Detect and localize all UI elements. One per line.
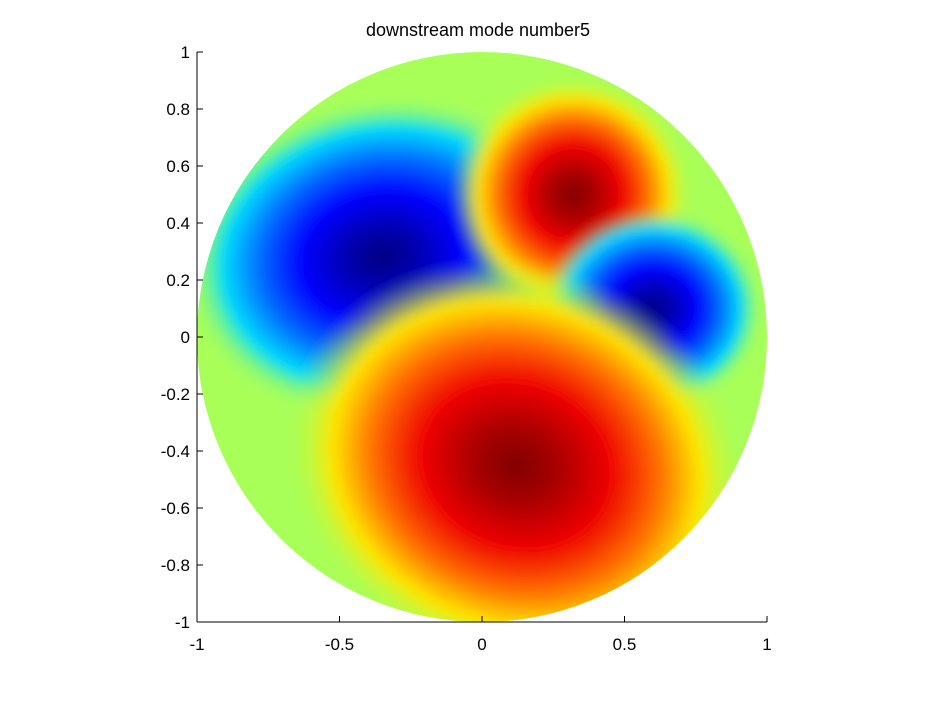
x-axis-ticks: -1 -0.5 0 0.5 1 — [189, 616, 772, 654]
x-tick-label: 0.5 — [613, 635, 637, 654]
x-tick-label: 0 — [477, 635, 486, 654]
maximum-region-4 — [285, 260, 748, 622]
y-tick-label: -1 — [175, 613, 190, 632]
chart-title: downstream mode number5 — [366, 20, 590, 40]
y-tick-label: -0.8 — [161, 556, 190, 575]
x-tick-label: -0.5 — [325, 635, 354, 654]
y-tick-label: 0.2 — [166, 271, 190, 290]
y-tick-label: 0.6 — [166, 157, 190, 176]
y-tick-label: -0.2 — [161, 385, 190, 404]
x-tick-label: 1 — [762, 635, 771, 654]
y-tick-label: 0 — [181, 328, 190, 347]
mode-disk — [197, 52, 767, 622]
y-tick-label: -0.4 — [161, 442, 190, 461]
y-axis-ticks: 1 0.8 0.6 0.4 0.2 0 -0.2 -0.4 -0.6 -0.8 -1 — [161, 43, 203, 632]
mode-blobs — [197, 74, 763, 622]
x-tick-label: -1 — [189, 635, 204, 654]
plot-area: -1 -0.5 0 0.5 1 1 0.8 0.6 0.4 0.2 0 -0.2 -0.4 -0.6 -0… — [161, 43, 772, 654]
y-tick-label: 0.8 — [166, 100, 190, 119]
y-tick-label: -0.6 — [161, 499, 190, 518]
y-tick-label: 0.4 — [166, 214, 190, 233]
y-tick-label: 1 — [181, 43, 190, 62]
